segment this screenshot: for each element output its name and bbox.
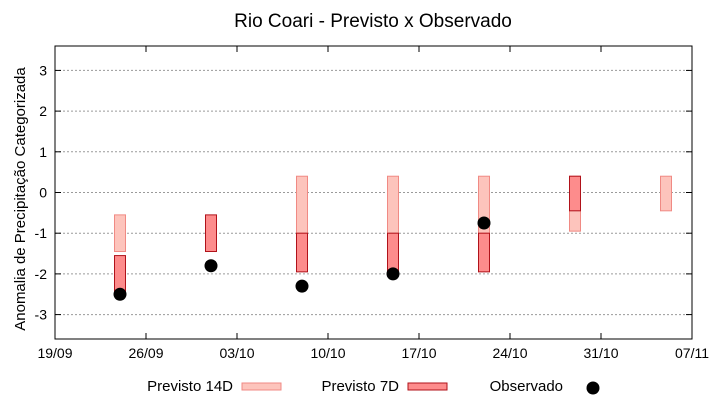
observed-point [477, 216, 491, 230]
x-tick-label: 10/10 [310, 345, 345, 361]
bar-previsto-7d [478, 232, 490, 273]
y-tick-label: 2 [39, 103, 47, 119]
legend-label: Previsto 7D [321, 378, 399, 395]
axes: 3 2 1 0 -1 -2 -3 19/09 26/09 03/10 10/10 17/10 24/10… [35, 46, 709, 361]
chart-title: Rio Coari - Previsto x Observado [234, 11, 512, 32]
legend-marker [586, 381, 600, 395]
bar-previsto-14d [296, 175, 308, 234]
legend: Previsto 14D Previsto 7D Observado [147, 378, 600, 395]
y-tick-label: -1 [35, 225, 48, 241]
bar-previsto-7d [387, 232, 399, 273]
legend-swatch [407, 382, 448, 391]
bar-previsto-7d [569, 175, 581, 212]
y-tick-label: 3 [39, 62, 47, 78]
x-tick-label: 07/11 [675, 345, 709, 361]
observed-point [204, 259, 218, 273]
bar-previsto-14d [114, 214, 126, 253]
bar-previsto-7d [296, 232, 308, 273]
y-tick-label: 0 [39, 185, 47, 201]
bar-previsto-14d [660, 175, 672, 212]
grid-lines [55, 69, 692, 316]
bar-previsto-7d [114, 255, 126, 293]
forecast-bars [114, 175, 672, 293]
x-tick-label: 19/09 [37, 345, 72, 361]
bar-previsto-7d [205, 214, 217, 253]
x-tick-label: 03/10 [219, 345, 254, 361]
legend-swatch [241, 382, 282, 391]
legend-label: Previsto 14D [147, 378, 233, 395]
x-tick-label: 17/10 [401, 345, 436, 361]
bar-previsto-14d [387, 175, 399, 234]
y-tick-label: -2 [35, 266, 48, 282]
x-tick-label: 31/10 [583, 345, 618, 361]
observed-point [386, 267, 400, 281]
x-tick-label: 26/09 [128, 345, 163, 361]
y-tick-label: -3 [35, 307, 48, 323]
observed-point [295, 279, 309, 293]
y-tick-label: 1 [39, 144, 47, 160]
legend-label: Observado [490, 378, 563, 395]
observed-points [113, 216, 491, 301]
x-tick-label: 24/10 [492, 345, 527, 361]
observed-point [113, 287, 127, 301]
y-axis-label: Anomalia de Precipitação Categorizada [12, 67, 29, 331]
